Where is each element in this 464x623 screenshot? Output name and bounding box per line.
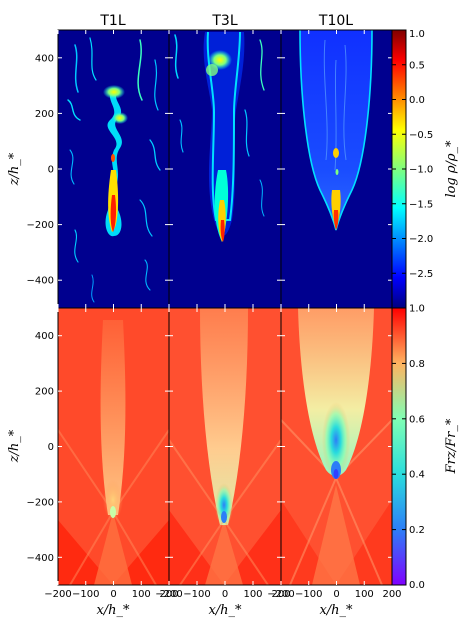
x-tick-label: −100	[72, 589, 99, 600]
colorbar-tick-label: 0.6	[409, 414, 425, 425]
colorbar-label-density: log ρ/ρ_*	[444, 140, 459, 198]
x-axis-label-T3L: x/h_*	[208, 603, 242, 618]
colorbar-ticks: 1.0 0.5 0.0 −0.5 −1.0 −1.5 −2.0 −2.5 1.0 0.8 0.6 0.…	[392, 29, 433, 591]
colorbar-tick-label: −1.0	[409, 165, 433, 176]
y-tick-label: 0	[48, 442, 54, 453]
colorbar-tick-label: 0.8	[409, 359, 425, 370]
axis-ticks: −200 −100 0 100 200−200 −100 0 100 200−200 −100 0 1…	[27, 30, 402, 600]
panel-flux-T1L	[58, 308, 169, 585]
y-tick-label: −200	[27, 220, 54, 231]
y-tick-label: 200	[35, 109, 54, 120]
x-tick-label: −200	[44, 589, 71, 600]
x-tick-label: 0	[222, 589, 228, 600]
x-tick-label: 200	[271, 589, 290, 600]
x-axis-label-T10L: x/h_*	[319, 603, 353, 618]
colorbar-tick-label: 0.0	[409, 95, 425, 106]
y-tick-label: 0	[48, 165, 54, 176]
x-tick-label: −100	[295, 589, 322, 600]
x-tick-label: 0	[333, 589, 339, 600]
x-tick-label: 200	[159, 589, 178, 600]
x-tick-label: −200	[155, 589, 182, 600]
colorbar-label-flux: Frz/Fr_*	[444, 418, 459, 474]
y-tick-label: 400	[35, 53, 54, 64]
colorbar-tick-label: 0.4	[409, 470, 425, 481]
panel-density-T3L	[169, 30, 281, 308]
x-tick-label: −100	[183, 589, 210, 600]
panel-density-T10L	[281, 30, 392, 308]
colorbar-tick-label: −1.5	[409, 199, 433, 210]
colorbar-tick-label: −2.5	[409, 269, 433, 280]
x-axis-label-T1L: x/h_*	[96, 603, 130, 618]
colorbar-tick-label: −0.5	[409, 130, 433, 141]
colorbar-tick-label: 0.5	[409, 60, 425, 71]
y-tick-label: −400	[27, 276, 54, 287]
y-tick-label: −200	[27, 497, 54, 508]
panel-density-T1L	[58, 30, 169, 308]
colorbar-flux	[391, 307, 407, 586]
x-tick-label: 100	[132, 589, 151, 600]
x-tick-label: −200	[267, 589, 294, 600]
colorbar-tick-label: 0.0	[409, 580, 425, 591]
colorbar-tick-label: 1.0	[409, 29, 425, 40]
y-tick-label: −400	[27, 553, 54, 564]
x-tick-label: 200	[382, 589, 401, 600]
colorbar-tick-label: 0.2	[409, 525, 425, 536]
x-tick-label: 0	[110, 589, 116, 600]
y-axis-label-top: z/h_*	[7, 152, 22, 186]
colorbar-tick-label: 1.0	[409, 304, 425, 315]
colorbar-tick-label: −2.0	[409, 234, 433, 245]
y-tick-label: 200	[35, 387, 54, 398]
panel-title-T1L: T1L	[99, 13, 125, 29]
x-tick-label: 100	[243, 589, 262, 600]
panel-flux-T10L	[281, 308, 392, 585]
panel-title-T10L: T10L	[318, 13, 353, 29]
panel-flux-T3L	[169, 308, 281, 585]
y-tick-label: 400	[35, 331, 54, 342]
panel-title-T3L: T3L	[211, 13, 237, 29]
x-tick-label: 100	[355, 589, 374, 600]
y-axis-label-bottom: z/h_*	[7, 429, 22, 463]
